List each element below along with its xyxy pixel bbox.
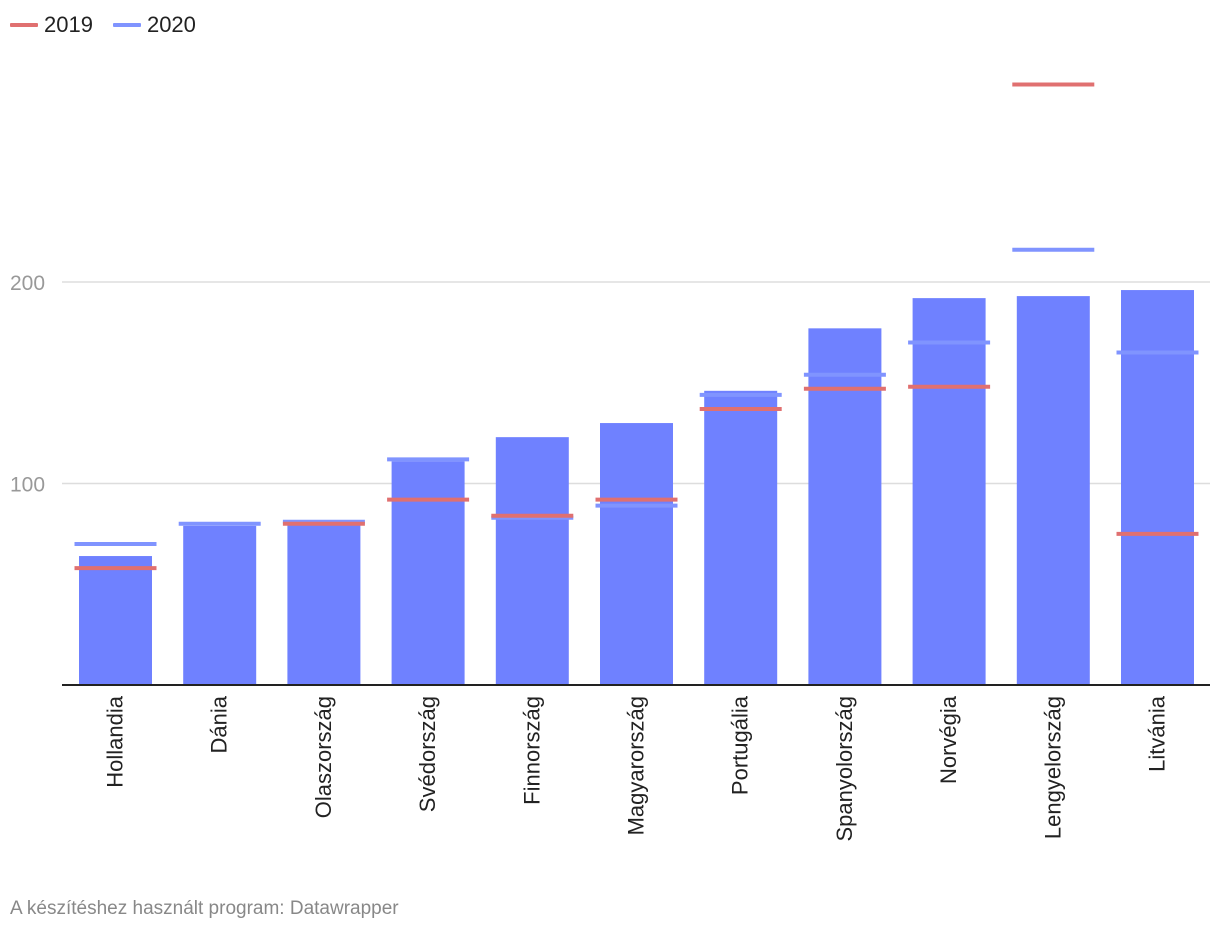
x-tick-label-0: Hollandia [103,695,128,787]
x-tick-label-8: Norvégia [936,695,961,784]
bar-10 [1121,290,1194,685]
source-credit: A készítéshez használt program: Datawrap… [10,898,399,919]
y-tick-label-200: 200 [10,272,45,295]
bar-4 [495,437,569,685]
legend-item-2020: 2020 [112,12,196,38]
bar-7 [808,328,882,685]
x-tick-label-6: Portugália [728,695,753,795]
x-tick-label-4: Finnország [519,696,544,805]
x-tick-label-7: Spanyolország [832,696,857,842]
legend-item-2019: 2019 [10,12,93,38]
bar-6 [704,390,778,685]
legend: 2019 2020 [10,12,196,38]
bar-5 [600,423,673,685]
chart: 100 200 Hollandia Dánia Olaszország Svédorszá… [10,82,1210,842]
x-tick-label-1: Dánia [207,695,232,753]
bar-8 [912,298,986,685]
x-tick-label-3: Svédország [415,696,440,812]
x-tick-label-10: Litvánia [1145,695,1170,772]
legend-swatch-2020 [112,23,141,27]
legend-label-2020: 2020 [146,12,196,37]
x-tick-label-9: Lengyelország [1040,696,1065,839]
legend-swatch-2019 [10,23,38,27]
bar-2 [287,521,361,685]
bar-9 [1016,296,1090,685]
bar-3 [391,461,465,685]
legend-label-2019: 2019 [44,12,93,37]
y-tick-label-100: 100 [10,474,45,497]
x-tick-label-5: Magyarország [624,696,649,835]
x-tick-label-2: Olaszország [311,696,336,818]
bar-1 [183,525,257,685]
bar-0 [79,556,152,685]
